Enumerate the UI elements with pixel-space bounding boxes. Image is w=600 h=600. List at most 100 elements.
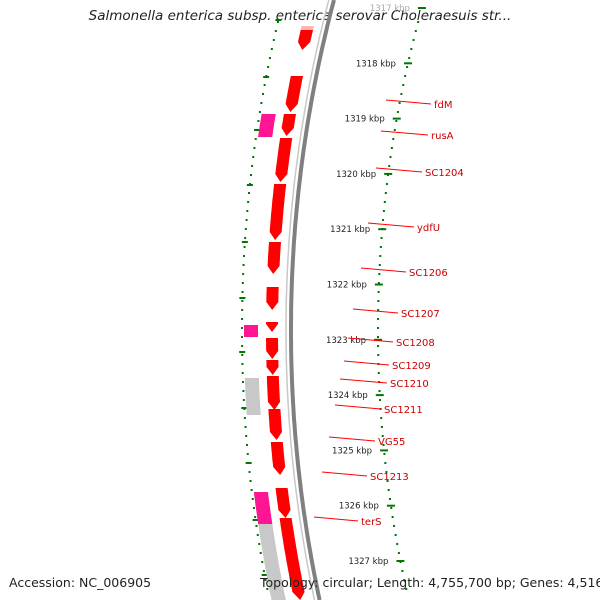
gene-label-leader: [343, 360, 390, 366]
feature-cds[interactable]: [285, 76, 303, 112]
accession-label: Accession: NC_006905: [9, 575, 152, 590]
feature-cds[interactable]: [275, 138, 293, 182]
outer-track-dot: [378, 264, 381, 266]
gene-label-fdm[interactable]: fdM: [434, 100, 453, 111]
inner-track-dot: [245, 435, 248, 437]
inner-track-dot: [244, 426, 247, 428]
outer-track-dot: [377, 345, 380, 347]
backbone-line: [289, 0, 336, 600]
outer-track-dot: [393, 525, 396, 527]
inner-track-dot: [248, 192, 251, 194]
feature-cds[interactable]: [268, 409, 282, 440]
outer-track-dot: [405, 588, 408, 590]
ruler-tick-label: 1320 kbp: [336, 170, 376, 180]
inner-track-dot: [270, 48, 273, 50]
outer-track-dot: [377, 309, 380, 311]
inner-track-dot: [242, 273, 245, 275]
inner-track-dot: [253, 147, 256, 149]
outer-track-dot: [377, 282, 380, 284]
feature-cds[interactable]: [279, 518, 305, 600]
feature-cds[interactable]: [266, 338, 279, 359]
outer-track-dot: [403, 579, 406, 581]
gene-label-leader: [352, 308, 399, 314]
outer-track-dot: [381, 435, 384, 437]
inner-track-dot: [254, 138, 257, 140]
ruler-tick-label: 1318 kbp: [356, 59, 396, 69]
gene-label-sc1207[interactable]: SC1207: [401, 309, 440, 320]
outer-track-dot: [382, 219, 385, 221]
feature-cds[interactable]: [298, 30, 313, 50]
gene-features: [244, 26, 314, 600]
feature-cds[interactable]: [270, 442, 286, 475]
feature-cds[interactable]: [266, 287, 279, 310]
inner-track-dot: [241, 282, 244, 284]
inner-track-dot: [241, 327, 244, 329]
gene-label-vg55[interactable]: VG55: [378, 437, 405, 448]
gene-label-sc1206[interactable]: SC1206: [409, 268, 448, 279]
outer-track-dot: [390, 507, 393, 509]
outer-track-dot: [385, 183, 388, 185]
gene-label-sc1208[interactable]: SC1208: [396, 338, 435, 349]
inner-track-dot: [272, 39, 275, 41]
feature-rna[interactable]: [253, 492, 273, 524]
inner-track-dot: [257, 120, 260, 122]
gene-label-ydfu[interactable]: ydfU: [417, 223, 440, 234]
outer-track-dot: [377, 327, 380, 329]
feature-cds[interactable]: [266, 322, 278, 332]
genome-backbone: [285, 0, 336, 600]
inner-track-dot: [241, 336, 244, 338]
feature-cds[interactable]: [281, 114, 296, 136]
outer-ruler-track: [377, 21, 420, 590]
feature-pseudogene[interactable]: [258, 524, 286, 600]
outer-track-dot: [402, 84, 405, 86]
gene-label-sc1210[interactable]: SC1210: [390, 379, 429, 390]
gene-labels: fdM rusA SC1204 ydfU SC1206 SC1207 SC1208 SC120…: [313, 99, 464, 528]
gene-label-leader: [339, 378, 388, 384]
outer-track-dot: [395, 120, 398, 122]
gene-label-rusa[interactable]: rusA: [431, 131, 454, 142]
feature-cds[interactable]: [275, 488, 291, 518]
gene-label-leader: [380, 130, 429, 136]
outer-track-dot: [389, 156, 392, 158]
gene-label-leader: [367, 222, 415, 228]
feature-cds[interactable]: [267, 242, 281, 274]
outer-track-dot: [417, 21, 420, 23]
inner-track-dot: [241, 363, 244, 365]
inner-track-dot: [242, 264, 245, 266]
inner-track-dot: [276, 21, 279, 23]
inner-track-dot: [261, 561, 264, 563]
gene-label-sc1209[interactable]: SC1209: [392, 361, 431, 372]
feature-rna[interactable]: [244, 325, 258, 337]
outer-track-dot: [379, 399, 382, 401]
inner-track-dot: [268, 57, 271, 59]
feature-cds[interactable]: [269, 184, 287, 240]
gene-label-ters[interactable]: terS: [361, 517, 382, 528]
gene-label-sc1211[interactable]: SC1211: [384, 405, 423, 416]
inner-track-dot: [243, 417, 246, 419]
outer-track-dot: [390, 147, 393, 149]
feature-cds[interactable]: [266, 360, 279, 375]
ruler-tick-label: 1324 kbp: [328, 391, 368, 401]
outer-track-dot: [382, 444, 385, 446]
outer-track-dot: [412, 39, 415, 41]
gene-label-sc1204[interactable]: SC1204: [425, 168, 464, 179]
inner-track-dot: [244, 228, 247, 230]
gene-label-leader: [385, 99, 432, 105]
ruler-tick-label: 1325 kbp: [332, 446, 372, 456]
ruler-tick-label: 1322 kbp: [327, 281, 367, 291]
feature-cds[interactable]: [266, 376, 280, 410]
outer-track-dot: [377, 372, 380, 374]
inner-track-dot: [251, 498, 254, 500]
outer-track-dot: [396, 543, 399, 545]
inner-track-dot: [242, 399, 245, 401]
inner-track-dot: [241, 345, 244, 347]
outer-track-dot: [391, 516, 394, 518]
inner-track-dot: [258, 543, 261, 545]
gene-label-sc1213[interactable]: SC1213: [370, 472, 409, 483]
feature-pseudogene[interactable]: [244, 378, 261, 415]
ruler-tick-label: 1326 kbp: [339, 502, 379, 512]
inner-track-dot: [249, 480, 252, 482]
inner-track-dot: [259, 552, 262, 554]
feature-rna[interactable]: [258, 114, 276, 137]
inner-track-dot: [256, 534, 259, 536]
